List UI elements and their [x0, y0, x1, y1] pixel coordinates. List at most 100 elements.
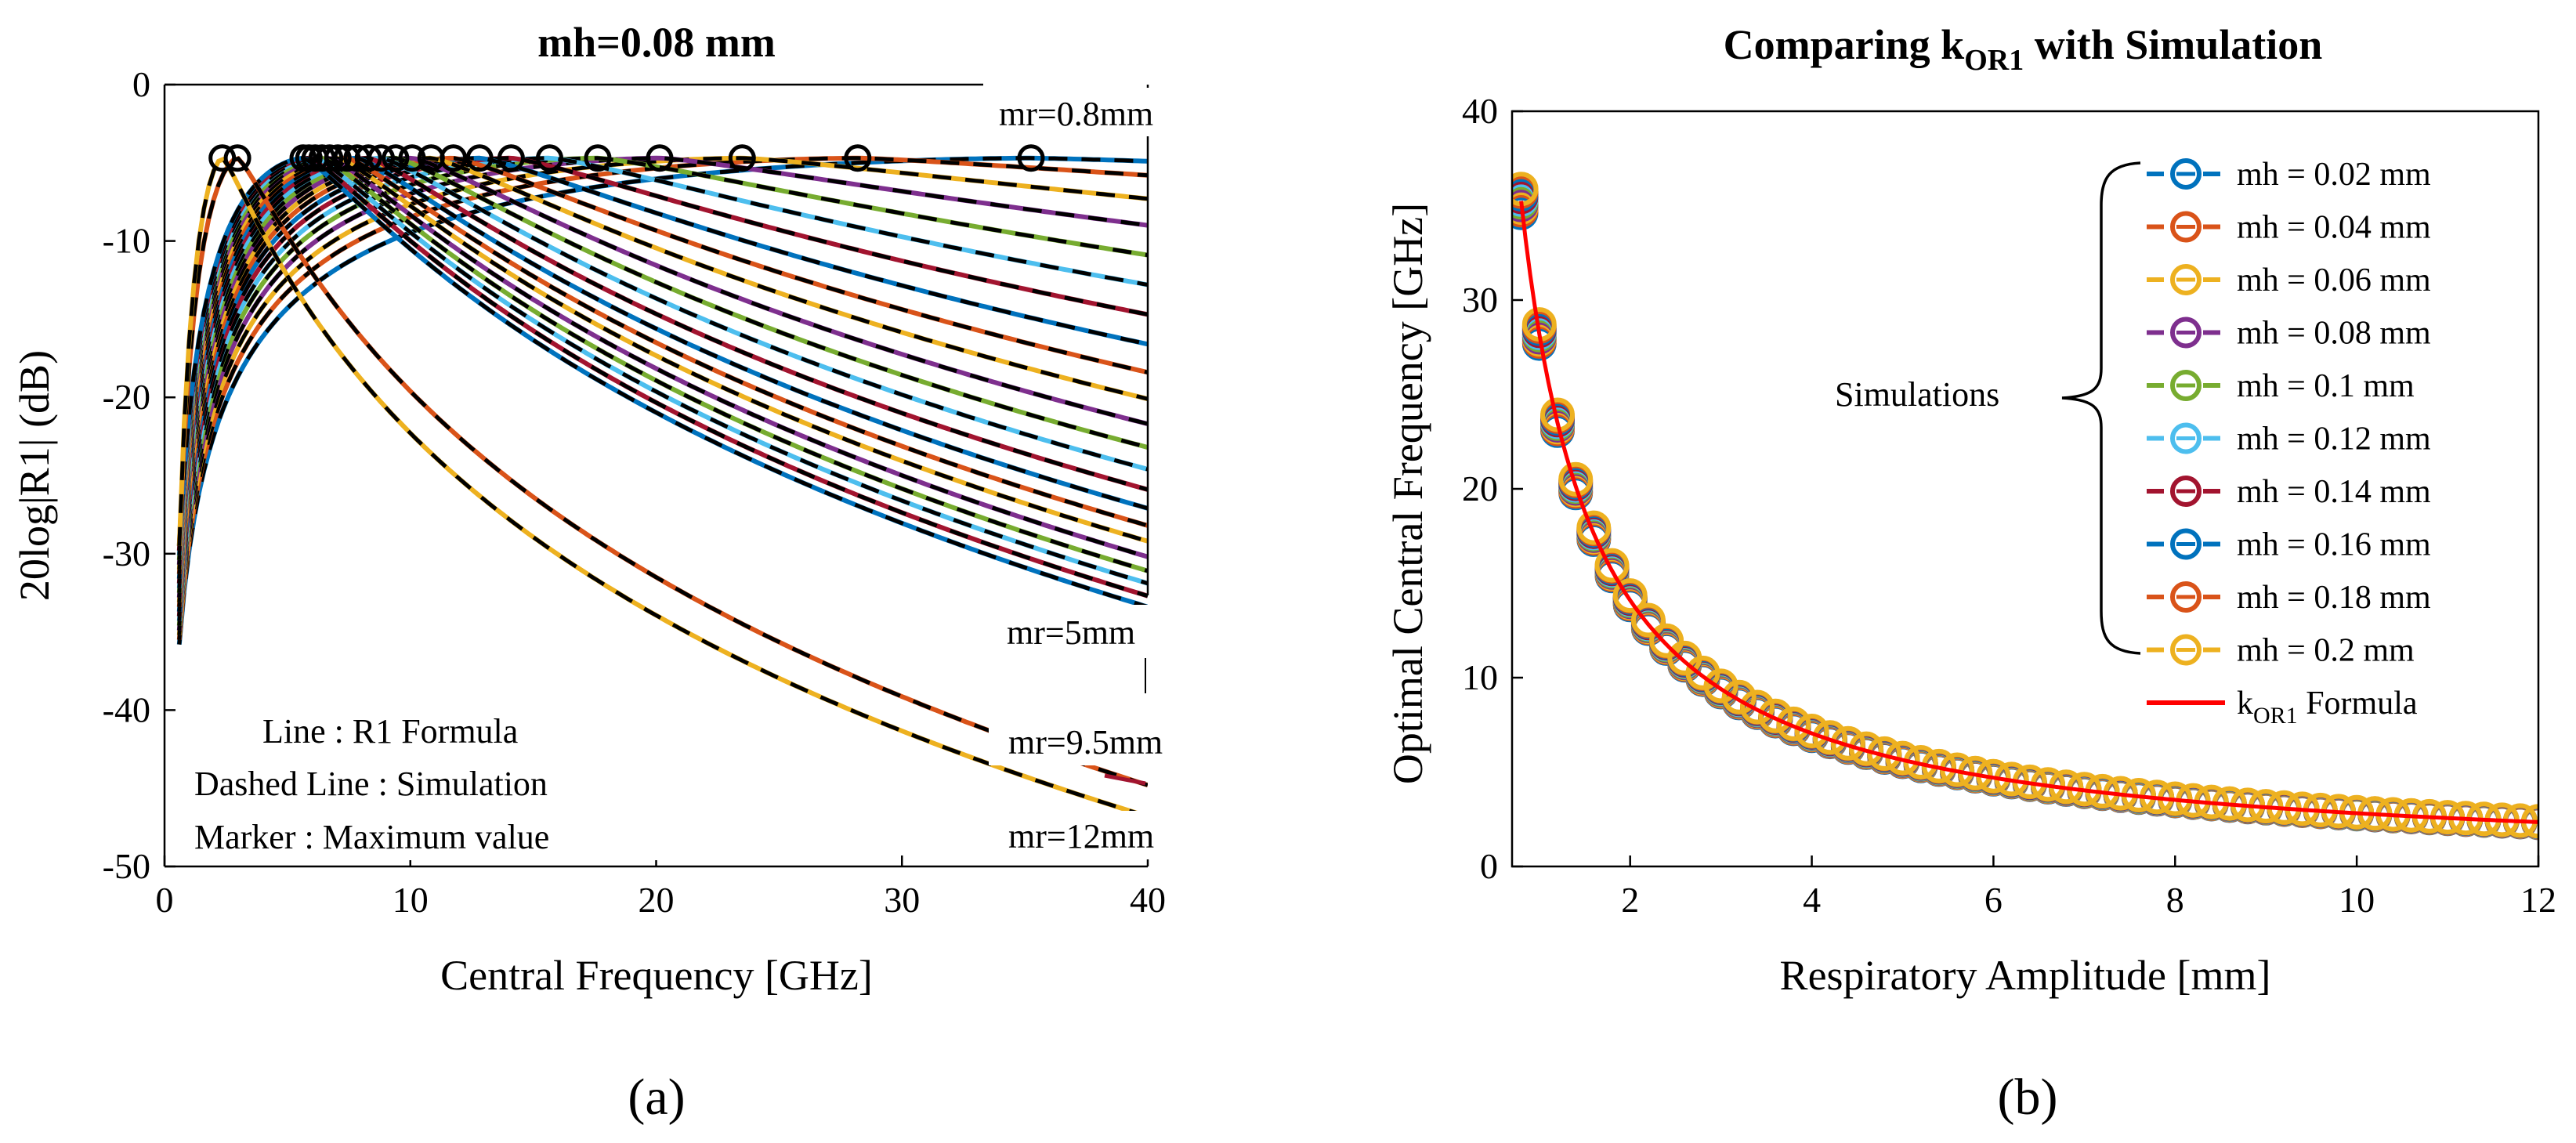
chart-a-peak-marker — [354, 144, 382, 172]
chart-b-xtick-label: 10 — [2339, 880, 2375, 920]
chart-a-legend-line1: Line : R1 Formula — [262, 712, 518, 751]
chart-b-sim-marker — [1776, 706, 1811, 741]
chart-a: mh=0.08 mm 0 10 20 30 40 0 -10 -20 -30 -40 -50 Cen… — [11, 19, 1214, 999]
chart-a-peak-marker — [382, 144, 410, 172]
chart-b-legend-label: mh = 0.14 mm — [2237, 474, 2431, 510]
chart-a-simulation-line — [177, 156, 1148, 617]
chart-b-sim-marker — [1758, 698, 1793, 733]
chart-a-simulation-line — [177, 156, 1148, 621]
chart-a-xtick-label: 30 — [884, 880, 920, 920]
chart-a-peak-marker — [1017, 144, 1045, 172]
chart-b-legend-formula-label: kOR1 Formula — [2237, 685, 2418, 729]
chart-b-xtick-label: 2 — [1621, 880, 1639, 920]
chart-b-ytick-label: 20 — [1462, 468, 1498, 508]
chart-b-legend-label: mh = 0.08 mm — [2237, 316, 2431, 352]
chart-a-formula-line — [176, 155, 1148, 635]
chart-b-ylabel: Optimal Central Frequency [GHz] — [1384, 203, 1431, 784]
chart-b: Comparing kOR1 with Simulation 2 4 6 8 10 12 0… — [1384, 21, 2556, 999]
chart-b-ytick-label: 10 — [1462, 657, 1498, 697]
chart-a-simulation-line — [177, 156, 1148, 626]
chart-a-peak-marker — [465, 144, 494, 172]
chart-a-xtick-label: 0 — [156, 880, 174, 920]
chart-a-xtick-label: 40 — [1130, 880, 1166, 920]
chart-a-ytick-label: -40 — [103, 689, 150, 729]
chart-a-peak-marker — [584, 144, 612, 172]
chart-b-sim-marker — [1740, 689, 1775, 725]
chart-a-peak-marker — [728, 144, 756, 172]
chart-b-ticks: 2 4 6 8 10 12 0 10 20 30 40 — [1462, 91, 2556, 920]
chart-b-ytick-label: 30 — [1462, 280, 1498, 320]
chart-a-simulation-line — [177, 156, 1148, 588]
chart-a-peak-marker — [343, 144, 371, 172]
chart-a-formula-line — [176, 155, 1148, 626]
chart-a-legend-line3: Marker : Maximum value — [194, 818, 549, 856]
chart-a-xtick-label: 10 — [393, 880, 429, 920]
chart-b-sim-marker — [1558, 461, 1594, 497]
chart-b-xtick-label: 6 — [1984, 880, 2003, 920]
chart-a-mr95: mr=9.5mm — [1008, 723, 1163, 761]
chart-b-ytick-label: 0 — [1480, 846, 1498, 886]
chart-a-mr12-bg — [989, 811, 1212, 859]
chart-a-formula-line — [176, 155, 1148, 579]
chart-a-mr-top: mr=0.8mm — [999, 95, 1153, 133]
chart-a-mr5-bg — [983, 605, 1187, 653]
caption-a: (a) — [628, 1069, 685, 1126]
chart-a-peak-marker — [536, 144, 563, 172]
chart-b-sim-marker — [1649, 623, 1684, 658]
chart-a-mr5: mr=5mm — [1007, 613, 1135, 652]
chart-a-mr-top-bg — [987, 88, 1214, 136]
chart-a-markers — [208, 144, 1045, 172]
chart-b-legend-label: mh = 0.2 mm — [2237, 633, 2415, 669]
chart-a-simulation-line — [177, 156, 1148, 570]
chart-b-legend: mh = 0.02 mm mh = 0.04 mm mh = 0.06 mm mh =… — [2147, 157, 2431, 729]
chart-a-ytick-label: -20 — [103, 377, 150, 417]
chart-b-sim-marker — [1812, 720, 1847, 755]
chart-a-peak-marker — [844, 144, 872, 172]
chart-a-ytick-label: -30 — [103, 534, 150, 573]
chart-b-legend-label: mh = 0.02 mm — [2237, 157, 2431, 193]
chart-a-mr95-bg — [989, 717, 1212, 765]
caption-b: (b) — [1998, 1069, 2058, 1126]
chart-a-simulation-line — [177, 156, 1148, 609]
chart-a-peak-marker — [289, 144, 317, 172]
chart-a-peak-marker — [208, 144, 237, 172]
chart-a-mr95-pointer — [1104, 773, 1146, 786]
chart-a-mr12: mr=12mm — [1008, 817, 1154, 855]
chart-b-xtick-label: 12 — [2520, 880, 2556, 920]
chart-b-legend-brace — [2061, 161, 2141, 655]
chart-a-xtick-label: 20 — [639, 880, 675, 920]
chart-a-formula-line — [176, 155, 1148, 570]
chart-a-legend-line2: Dashed Line : Simulation — [194, 765, 548, 803]
chart-b-sim-marker — [1594, 548, 1630, 583]
chart-a-title: mh=0.08 mm — [537, 19, 776, 66]
chart-a-simulation-line — [177, 157, 1148, 819]
chart-b-title: Comparing kOR1 with Simulation — [1724, 21, 2323, 77]
chart-a-peak-marker — [316, 144, 344, 172]
chart-b-sim-marker — [1630, 602, 1666, 638]
chart-b-formula-line — [1519, 201, 2539, 824]
chart-a-xlabel: Central Frequency [GHz] — [440, 952, 873, 999]
chart-b-legend-label: mh = 0.18 mm — [2237, 580, 2431, 616]
chart-a-ylabel: 20log|R1| (dB) — [11, 350, 58, 601]
chart-b-ytick-label: 40 — [1462, 91, 1498, 131]
chart-a-peak-marker — [398, 144, 426, 172]
chart-a-ytick-label: -10 — [103, 221, 150, 261]
chart-a-simulation-line — [177, 156, 1148, 599]
chart-a-ytick-label: -50 — [103, 846, 150, 886]
chart-b-xlabel: Respiratory Amplitude [mm] — [1780, 952, 2271, 999]
chart-b-sim-marker — [1849, 731, 1884, 766]
chart-b-legend-label: mh = 0.12 mm — [2237, 421, 2431, 458]
chart-b-sim-marker — [1703, 668, 1738, 704]
chart-a-simulation-line — [177, 156, 1148, 579]
chart-a-simulation-line — [177, 156, 1148, 586]
chart-b-xtick-label: 8 — [2166, 880, 2184, 920]
chart-b-legend-label: mh = 0.1 mm — [2237, 368, 2415, 404]
chart-a-ytick-label: 0 — [132, 64, 150, 104]
chart-a-peak-marker — [223, 144, 251, 172]
chart-b-xtick-label: 4 — [1803, 880, 1821, 920]
chart-a-legend-box — [182, 696, 691, 860]
chart-a-simulation-line — [177, 156, 1148, 787]
chart-a-formula-line — [176, 155, 1148, 631]
chart-b-sim-marker — [1612, 578, 1648, 613]
